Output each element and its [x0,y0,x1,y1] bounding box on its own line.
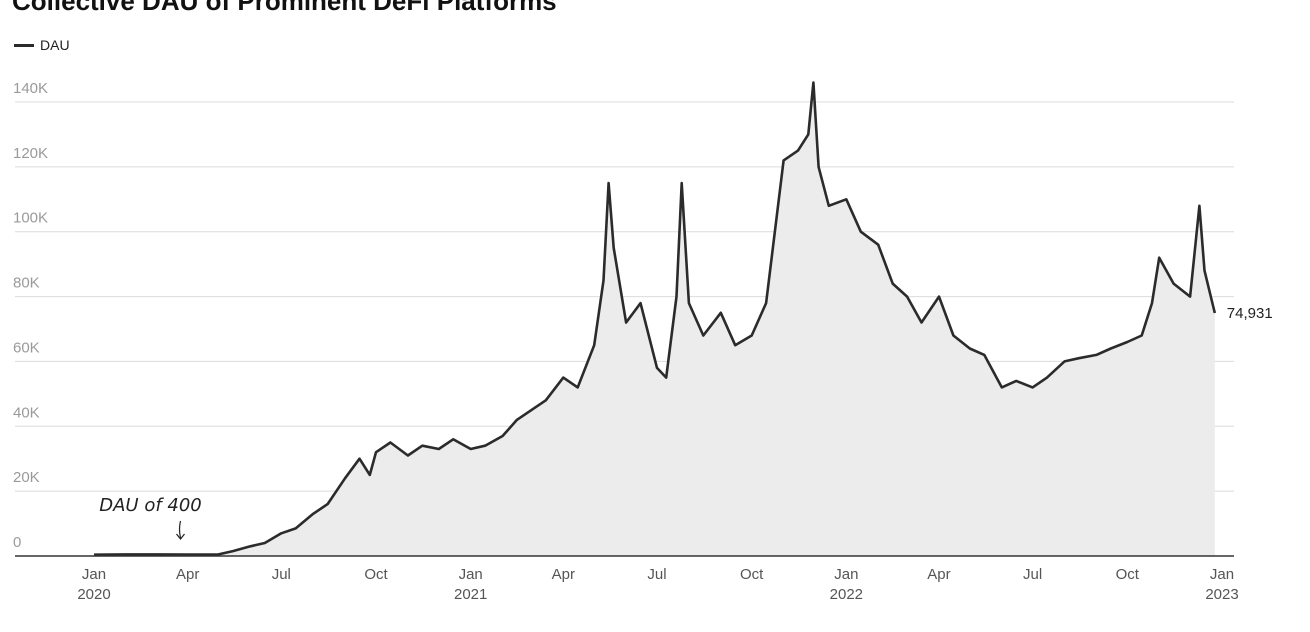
legend-label-dau: DAU [40,37,70,53]
x-tick-label: Oct [364,566,388,583]
end-value-label: 74,931 [1227,305,1273,322]
y-tick-label: 100K [13,210,48,227]
legend: DAU [14,37,70,53]
x-tick-label: Jul [1023,566,1042,583]
x-tick-label: Jan [834,566,858,583]
annotation-arrow [178,520,182,539]
x-tick-year-label: 2023 [1205,586,1238,603]
legend-swatch-dau [14,43,34,47]
x-tick-label: Apr [552,566,575,583]
x-tick-year-label: 2021 [454,586,487,603]
y-tick-label: 60K [13,339,40,356]
y-tick-label: 140K [13,80,48,97]
x-tick-label: Apr [176,566,199,583]
y-tick-label: 120K [13,145,48,162]
y-tick-label: 40K [13,404,40,421]
x-tick-label: Jan [82,566,106,583]
x-tick-label: Jul [647,566,666,583]
x-tick-label: Oct [1116,566,1140,583]
x-tick-label: Jan [1210,566,1234,583]
y-tick-label: 20K [13,469,40,486]
chart-title: Collective DAU of Prominent DeFi Platfor… [12,0,557,16]
x-tick-label: Apr [927,566,950,583]
annotation-arrowhead [176,533,185,540]
x-tick-label: Oct [740,566,764,583]
annotation-label: DAU of 400 [99,495,202,516]
series-line-dau [93,81,1217,556]
series-area-dau [94,82,1215,556]
x-tick-label: Jan [459,566,483,583]
y-tick-label: 0 [13,534,21,551]
x-tick-label: Jul [272,566,291,583]
x-tick-year-label: 2020 [77,586,110,603]
y-tick-label: 80K [13,275,40,292]
x-tick-year-label: 2022 [830,586,863,603]
